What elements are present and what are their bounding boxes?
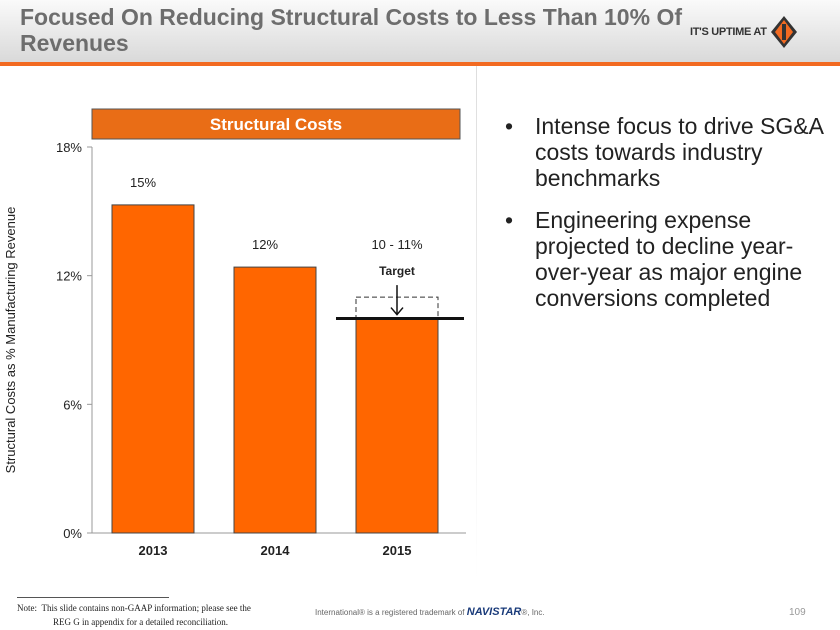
note-label: Note: — [17, 603, 37, 613]
y-tick-label: 6% — [63, 397, 82, 412]
data-label: 12% — [252, 237, 278, 252]
bullet-text: Engineering expense projected to decline… — [535, 207, 803, 311]
header-accent-line — [0, 62, 840, 66]
x-tick-label: 2015 — [383, 543, 412, 558]
y-axis-label: Structural Costs as % Manufacturing Reve… — [3, 207, 18, 474]
bullet-text: Intense focus to drive SG&A costs toward… — [535, 113, 823, 191]
footnote: Note: This slide contains non-GAAP infor… — [17, 601, 251, 629]
navistar-logo: NAVISTAR — [466, 606, 522, 618]
chart-title: Structural Costs — [210, 115, 342, 134]
y-tick-label: 18% — [56, 140, 82, 155]
y-tick-label: 0% — [63, 526, 82, 541]
trademark-text: ®, Inc. — [521, 608, 545, 617]
trademark-text: International® is a registered trademark… — [315, 608, 465, 617]
target-label: Target — [379, 264, 415, 278]
arrow-head-icon — [390, 307, 404, 316]
page-title: Focused On Reducing Structural Costs to … — [20, 4, 682, 56]
international-diamond-icon — [770, 16, 797, 48]
chart-title-box — [91, 108, 461, 140]
data-label: 15% — [130, 175, 156, 190]
header: Focused On Reducing Structural Costs to … — [0, 0, 840, 62]
bullet-list: • Intense focus to drive SG&A costs towar… — [505, 113, 825, 327]
x-tick-label: 2013 — [139, 543, 168, 558]
trademark-notice: International® is a registered trademark… — [315, 606, 545, 618]
bar-2015 — [355, 318, 439, 534]
bullet-item: • Engineering expense projected to declin… — [505, 207, 825, 311]
note-line: This slide contains non-GAAP information… — [41, 603, 251, 613]
logo-text: IT'S UPTIME AT — [690, 26, 767, 38]
logo: IT'S UPTIME AT — [690, 16, 797, 48]
x-tick-label: 2014 — [261, 543, 291, 558]
bullet-item: • Intense focus to drive SG&A costs towar… — [505, 113, 825, 191]
page-number: 109 — [789, 607, 806, 618]
footnote-rule — [17, 597, 169, 598]
note-line: REG G in appendix for a detailed reconci… — [53, 617, 228, 627]
bar-2014 — [233, 266, 317, 534]
column-divider — [476, 66, 477, 581]
bar-2013 — [111, 204, 195, 534]
structural-costs-chart: Structural Costs 0% 6% 12% 18% Structural Cos… — [3, 108, 466, 558]
y-tick-label: 12% — [56, 269, 82, 284]
data-label: 10 - 11% — [371, 237, 423, 252]
